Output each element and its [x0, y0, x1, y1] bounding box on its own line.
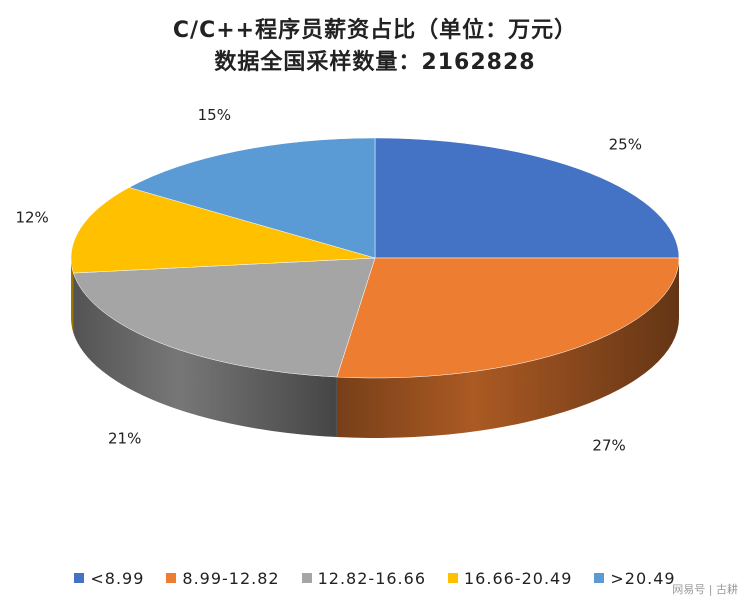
chart-subtitle: 数据全国采样数量：2162828 [214, 50, 536, 75]
data-label-3: 12% [15, 209, 48, 227]
legend-item-2: 12.82-16.66 [301, 568, 426, 588]
data-label-2: 21% [108, 430, 141, 448]
legend-swatch-0 [74, 573, 85, 583]
legend-label-4: >20.49 [610, 568, 676, 588]
legend-label-2: 12.82-16.66 [317, 568, 426, 588]
legend-label-1: 8.99-12.82 [182, 568, 280, 588]
pie-top [70, 137, 680, 379]
pie-sides [71, 258, 679, 438]
legend-swatch-1 [166, 573, 177, 583]
legend-swatch-2 [301, 573, 312, 583]
legend-item-0: <8.99 [74, 569, 144, 588]
pie-side-2 [73, 273, 337, 438]
pie-slice-1 [336, 257, 680, 379]
pie-slice-0 [374, 137, 680, 259]
pie-side-1 [336, 258, 679, 438]
pie-slice-2 [73, 257, 376, 378]
legend-swatch-4 [594, 573, 605, 583]
pie-slice-3 [70, 187, 376, 274]
data-label-1: 27% [592, 437, 625, 455]
legend: <8.99 8.99-12.82 12.82-16.66 16.66-20.49… [0, 566, 750, 590]
chart-title: C/C++程序员薪资占比（单位：万元） [172, 18, 578, 43]
legend-item-1: 8.99-12.82 [166, 569, 279, 588]
data-label-0: 25% [609, 135, 642, 153]
data-labels: 25% 27% 21% 12% 15% [15, 106, 642, 455]
legend-label-0: <8.99 [90, 568, 145, 588]
legend-item-4: >20.49 [594, 569, 675, 588]
legend-swatch-3 [448, 573, 458, 583]
data-label-4: 15% [198, 106, 231, 124]
pie-side-3 [71, 258, 74, 334]
pie-slice-4 [128, 137, 376, 259]
watermark: 网易号 | 古耕 [672, 583, 738, 596]
legend-label-3: 16.66-20.49 [464, 568, 573, 588]
legend-item-3: 16.66-20.49 [448, 569, 572, 588]
